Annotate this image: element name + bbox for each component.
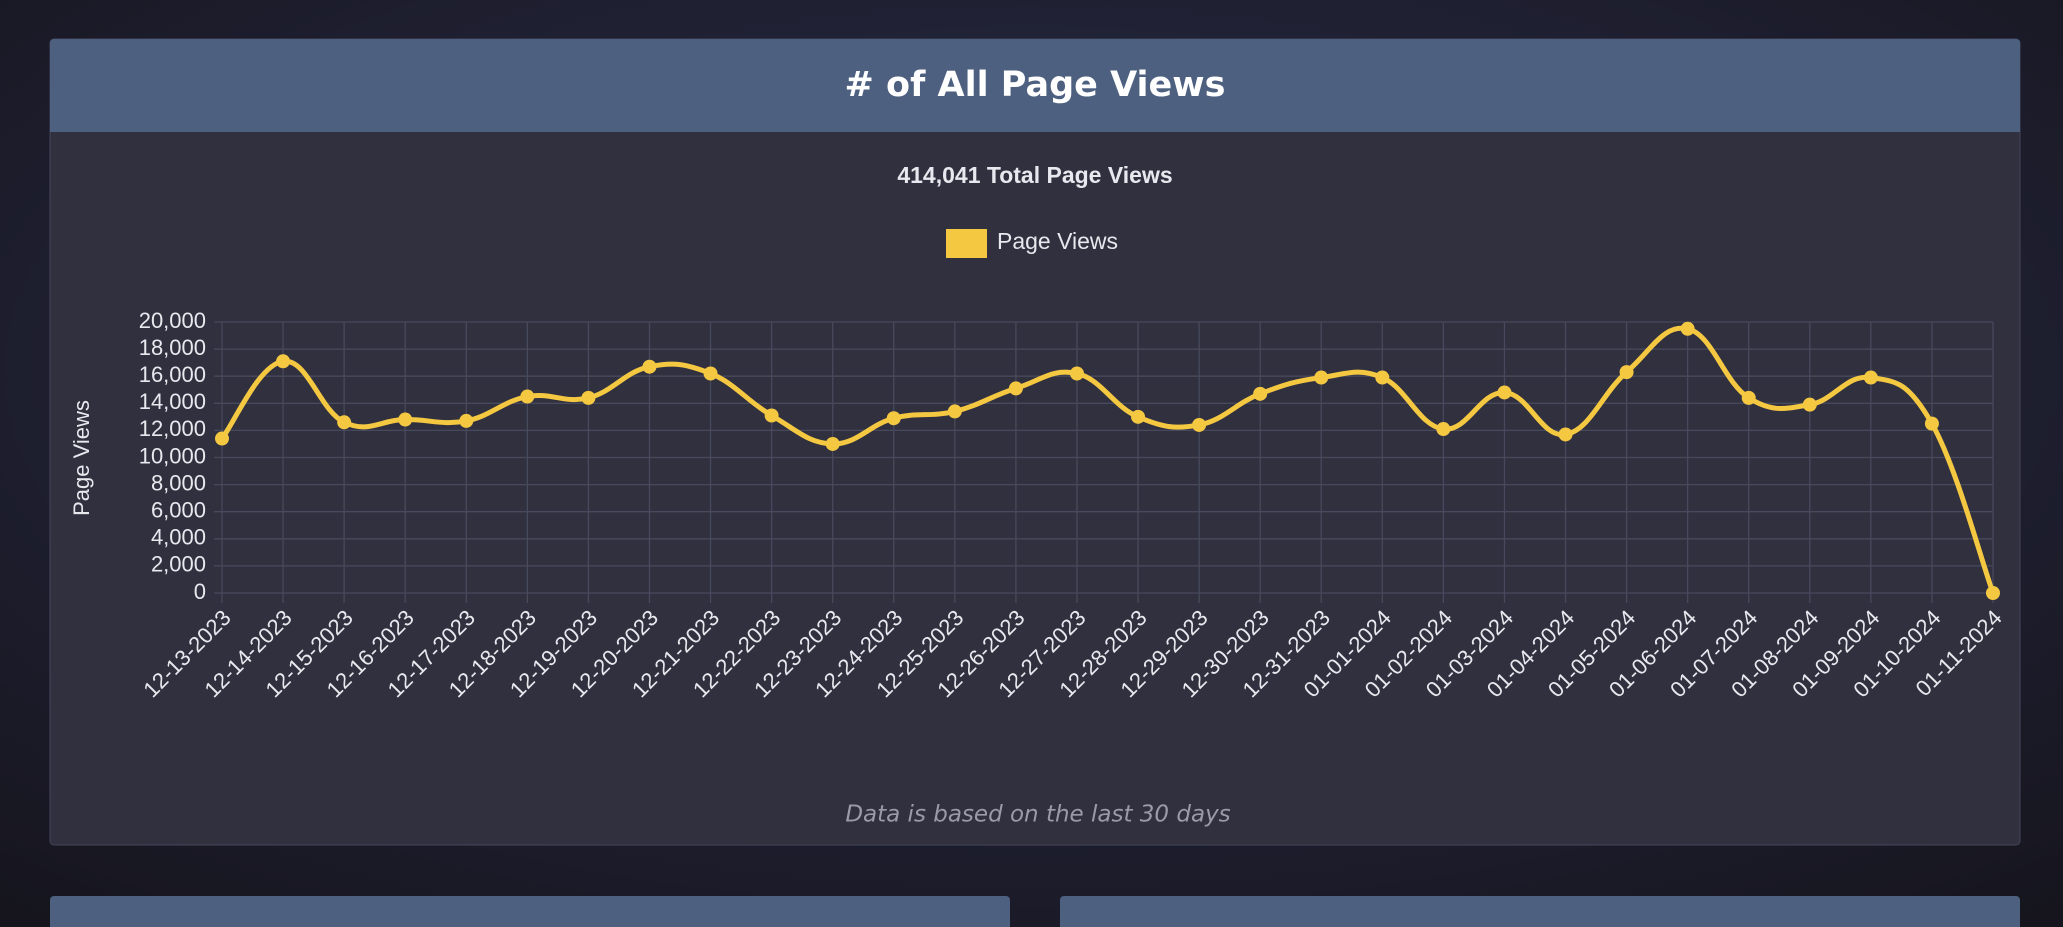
point: [398, 412, 413, 427]
y-tick-label: 18,000: [139, 335, 206, 360]
y-tick-label: 10,000: [139, 443, 206, 468]
y-tick-label: 4,000: [151, 525, 206, 550]
point: [1253, 386, 1268, 401]
y-tick-label: 12,000: [139, 416, 206, 441]
footnote: Data is based on the last 30 days: [845, 802, 1230, 828]
point: [825, 436, 840, 451]
point: [1192, 417, 1207, 432]
point: [1924, 416, 1939, 431]
point: [1680, 321, 1695, 336]
legend-swatch: [946, 229, 987, 258]
panel-title: # of All Page Views: [845, 65, 1226, 105]
panel: [49, 38, 2021, 846]
y-axis-label: Page Views: [69, 400, 94, 516]
point: [703, 366, 718, 381]
point: [1314, 370, 1329, 385]
chart-subtitle: 414,041 Total Page Views: [897, 162, 1172, 188]
point: [1986, 586, 2000, 600]
point: [337, 415, 352, 430]
point: [1069, 366, 1084, 381]
point: [1619, 365, 1634, 380]
y-tick-label: 16,000: [139, 362, 206, 387]
point: [1131, 409, 1146, 424]
point: [1436, 422, 1451, 437]
point: [642, 359, 657, 374]
y-tick-label: 2,000: [151, 552, 206, 577]
point: [459, 413, 474, 428]
point: [1558, 427, 1573, 442]
point: [520, 389, 535, 404]
panel-header: [50, 39, 2020, 132]
y-tick-label: 0: [194, 579, 206, 604]
point: [1497, 385, 1512, 400]
y-tick-label: 14,000: [139, 389, 206, 414]
legend-label: Page Views: [997, 228, 1118, 254]
point: [276, 354, 291, 369]
point: [1863, 370, 1878, 385]
point: [886, 411, 901, 426]
point: [581, 390, 596, 405]
point: [215, 431, 229, 446]
y-tick-label: 8,000: [151, 470, 206, 495]
y-tick-label: 6,000: [151, 498, 206, 523]
point: [947, 404, 962, 419]
y-tick-label: 20,000: [139, 308, 206, 333]
point: [1375, 370, 1390, 385]
point: [1741, 390, 1756, 405]
point: [764, 408, 779, 423]
lower-panel: [50, 896, 1010, 927]
point: [1008, 381, 1023, 396]
point: [1802, 397, 1817, 412]
lower-panel: [1060, 896, 2020, 927]
